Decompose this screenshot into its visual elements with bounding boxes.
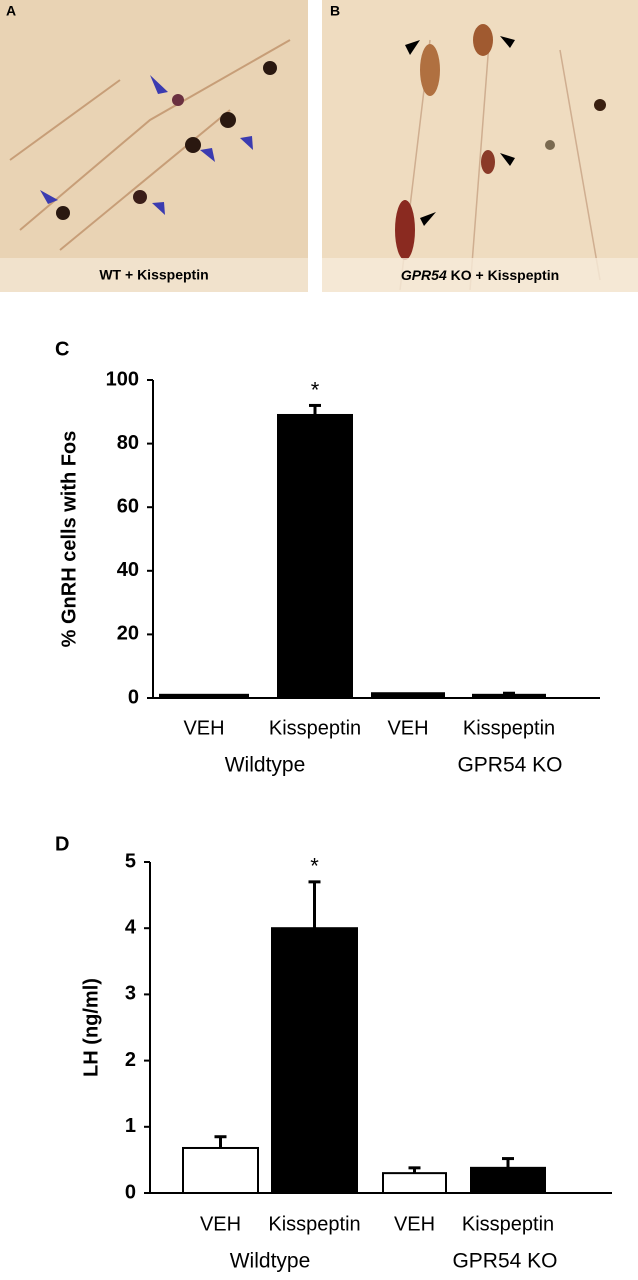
bar: [271, 927, 358, 1194]
significance-mark: *: [310, 854, 319, 879]
group-label: Wildtype: [225, 754, 306, 777]
panel-label: B: [330, 3, 340, 19]
y-tick-label: 3: [125, 983, 136, 1005]
y-tick-label: 5: [125, 850, 136, 872]
y-tick-label: 20: [117, 623, 139, 645]
panel-caption: GPR54 KO + Kisspeptin: [401, 267, 559, 283]
y-tick-label: 0: [125, 1181, 136, 1203]
x-tick-label: VEH: [387, 717, 428, 739]
panel-label: C: [55, 338, 69, 360]
y-tick-label: 40: [117, 559, 139, 581]
x-tick-label: Kisspeptin: [268, 1213, 360, 1235]
bar: [382, 1172, 447, 1195]
y-tick-label: 0: [128, 686, 139, 708]
caption-italic: GPR54: [401, 267, 447, 283]
significance-mark: *: [311, 377, 320, 402]
bar: [159, 693, 249, 700]
bar: [277, 413, 353, 699]
panel-caption: WT + Kisspeptin: [99, 267, 208, 283]
group-label: GPR54 KO: [457, 754, 562, 777]
bar: [182, 1146, 259, 1195]
x-tick-label: Kisspeptin: [463, 717, 555, 739]
x-tick-label: VEH: [394, 1213, 435, 1235]
x-tick-label: VEH: [183, 717, 224, 739]
y-axis-label: LH (ng/ml): [80, 978, 102, 1077]
y-tick-label: 1: [125, 1115, 136, 1137]
caption-text: KO + Kisspeptin: [451, 267, 560, 283]
y-tick-label: 60: [117, 495, 139, 517]
y-tick-label: 4: [125, 916, 137, 938]
micrograph-a: A WT + Kisspeptin: [0, 0, 308, 292]
y-tick-label: 2: [125, 1049, 136, 1071]
panel-label: D: [55, 833, 69, 855]
panel-label: A: [6, 3, 16, 19]
group-label: GPR54 KO: [452, 1250, 557, 1273]
micrograph-b: B GPR54 KO + Kisspeptin: [322, 0, 638, 292]
group-label: Wildtype: [230, 1250, 311, 1273]
x-tick-label: VEH: [200, 1213, 241, 1235]
y-axis-label: % GnRH cells with Fos: [58, 431, 80, 648]
x-tick-label: Kisspeptin: [462, 1213, 554, 1235]
bar: [371, 692, 445, 699]
bar: [472, 693, 546, 700]
x-tick-label: Kisspeptin: [269, 717, 361, 739]
y-tick-label: 80: [117, 432, 139, 454]
y-tick-label: 100: [106, 368, 139, 390]
bar: [470, 1166, 546, 1194]
